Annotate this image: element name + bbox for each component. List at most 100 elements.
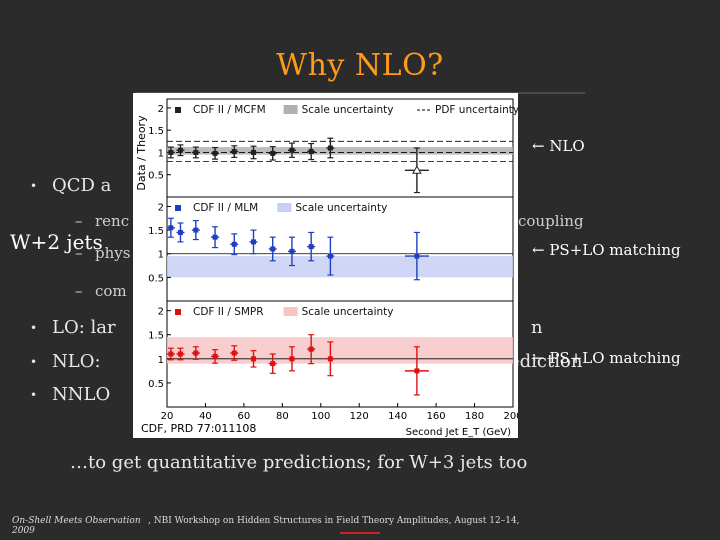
data-point <box>327 145 333 151</box>
x-tick-label: 100 <box>311 411 330 422</box>
y-tick-label: 1 <box>158 148 164 159</box>
annotation-nlo: ← NLO <box>532 137 585 155</box>
legend-swatch <box>283 105 298 114</box>
data-point <box>193 227 199 233</box>
data-point <box>308 346 314 352</box>
sub-text: com <box>95 282 127 300</box>
data-point <box>177 351 183 357</box>
data-point <box>212 234 218 240</box>
y-tick-label: 0.5 <box>148 171 164 182</box>
x-tick-label: 160 <box>427 411 446 422</box>
bullet-text: LO: lar <box>52 317 116 338</box>
scale-uncertainty-band <box>167 147 513 155</box>
data-point <box>212 150 218 156</box>
bottom-note: …to get quantitative predictions; for W+… <box>70 452 528 473</box>
data-point <box>251 239 256 245</box>
w2jets-label: W+2 jets <box>10 230 103 254</box>
footer-middle: , NBI Workshop on Hidden Structures in F… <box>148 516 520 526</box>
data-point <box>270 361 276 367</box>
x-tick-label: 180 <box>465 411 484 422</box>
y-tick-label: 1.5 <box>148 226 164 237</box>
data-point <box>289 248 295 254</box>
x-tick-label: 120 <box>350 411 369 422</box>
y-tick-label: 0.5 <box>148 273 164 284</box>
footer-left-line2: 2009 <box>12 526 35 536</box>
scale-uncertainty-band <box>167 337 513 364</box>
footer-left: On-Shell Meets Observation 2009 <box>12 516 141 536</box>
bullet-dot-icon: • <box>30 321 38 335</box>
legend-swatch <box>283 307 298 316</box>
dash-icon: – <box>75 212 83 230</box>
y-axis-label: Data / Theory <box>135 115 148 191</box>
legend-marker <box>175 107 181 113</box>
x-tick-label: 20 <box>161 411 174 422</box>
dash-icon: – <box>75 244 83 262</box>
scale-uncertainty-band <box>167 256 513 278</box>
data-point <box>327 356 333 362</box>
x-axis-label: Second Jet E_T (GeV) <box>406 427 511 438</box>
bullet-text: NNLO <box>52 384 111 405</box>
bullet-nlo: • NLO: <box>30 351 101 372</box>
sub-renc: – renc <box>75 212 129 230</box>
x-tick-label: 80 <box>276 411 289 422</box>
bullet-dot-icon: • <box>30 355 38 369</box>
legend-entry: Scale uncertainty <box>302 104 394 116</box>
data-point <box>251 356 256 362</box>
data-point <box>327 253 333 259</box>
data-point <box>308 149 314 155</box>
y-tick-label: 1 <box>158 355 164 366</box>
data-point <box>177 229 183 235</box>
data-point <box>412 165 422 174</box>
x-tick-label: 60 <box>238 411 251 422</box>
data-point <box>212 353 218 359</box>
data-point <box>231 241 237 247</box>
legend-swatch <box>277 203 292 212</box>
cdf-figure: Data / Theory 0.5 1 1.5 2 CDF II / MCFM Scale … <box>133 93 518 438</box>
y-tick-label: 1.5 <box>148 126 164 137</box>
data-point <box>414 253 420 259</box>
data-point <box>177 147 183 153</box>
data-point <box>193 350 199 356</box>
legend-entry: PDF uncertainty <box>435 104 518 116</box>
data-point <box>270 150 276 156</box>
footer-left-line1: On-Shell Meets Observation <box>12 516 141 526</box>
y-tick-label: 2 <box>158 104 164 115</box>
bullet-nnlo: • NNLO <box>30 384 110 405</box>
legend-marker <box>175 309 181 315</box>
sub-com: – com <box>75 282 127 300</box>
data-point <box>168 149 174 155</box>
legend-entry: CDF II / MCFM <box>193 104 266 116</box>
y-tick-label: 2 <box>158 202 164 213</box>
data-point <box>231 149 237 155</box>
data-point <box>168 351 174 357</box>
legend-entry: CDF II / SMPR <box>193 306 264 318</box>
sub-phys: – phys <box>75 244 130 262</box>
x-tick-label: 200 <box>503 411 518 422</box>
data-point <box>168 225 174 231</box>
data-point <box>308 244 314 250</box>
x-tick-label: 140 <box>388 411 407 422</box>
annotation-ps-lo-1: ← PS+LO matching <box>532 241 681 259</box>
y-tick-label: 2 <box>158 307 164 318</box>
data-point <box>251 149 256 155</box>
slide-title: Why NLO? <box>276 48 444 83</box>
bullet-text: QCD a <box>52 175 112 196</box>
citation-label: CDF, PRD 77:011108 <box>141 422 256 435</box>
y-tick-label: 1 <box>158 250 164 261</box>
legend-entry: CDF II / MLM <box>193 202 258 214</box>
legend-entry: Scale uncertainty <box>295 202 387 214</box>
data-point <box>193 149 199 155</box>
bullet-nlo-tail: ediction <box>509 351 583 372</box>
sub-text: renc <box>95 212 130 230</box>
legend-entry: Scale uncertainty <box>302 306 394 318</box>
footer-mark <box>340 532 380 534</box>
bullet-dot-icon: • <box>30 179 38 193</box>
y-tick-label: 0.5 <box>148 379 164 390</box>
annotation-ps-lo-2: ← PS+LO matching <box>532 349 681 367</box>
data-point <box>231 350 237 356</box>
x-tick-label: 40 <box>199 411 212 422</box>
sub-renc-tail: coupling <box>518 212 584 230</box>
bullet-lo-tail: n <box>531 317 543 338</box>
data-point <box>414 368 420 374</box>
